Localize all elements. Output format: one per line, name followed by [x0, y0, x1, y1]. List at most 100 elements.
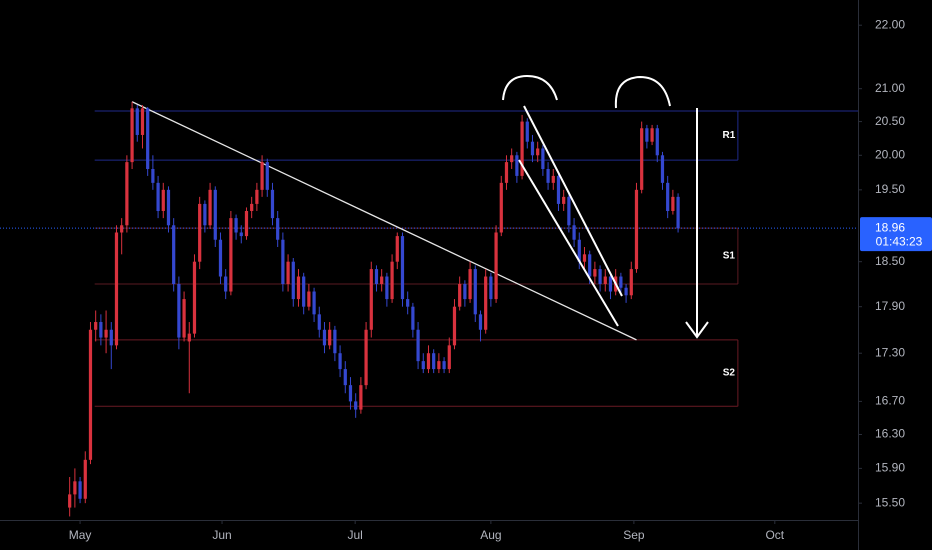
y-tick-label: 15.50: [875, 495, 905, 509]
candle-body: [364, 329, 368, 386]
zone-label: R1: [722, 130, 735, 141]
candle-body: [551, 175, 555, 183]
candle-body: [380, 276, 384, 285]
candle-body: [504, 162, 509, 183]
y-tick-label: 17.90: [875, 299, 905, 313]
x-tick-label: Jun: [212, 528, 231, 542]
candle-body: [494, 232, 498, 300]
candle-body: [125, 162, 129, 226]
candle-body: [135, 108, 139, 135]
candle-body: [302, 276, 306, 307]
candle-body: [296, 276, 301, 300]
candle-body: [99, 322, 103, 338]
arrow-head: [685, 321, 709, 339]
y-tick-label: 16.30: [875, 427, 905, 441]
candle-body: [385, 276, 389, 300]
candle-body: [239, 232, 243, 237]
candle-body: [666, 182, 670, 211]
y-tick-label: 20.50: [875, 114, 905, 128]
candle-body: [629, 269, 633, 296]
candle-body: [447, 345, 451, 370]
candle-body: [499, 182, 503, 233]
x-tick-label: Oct: [765, 528, 784, 542]
candle-body: [515, 155, 519, 176]
y-tick-label: 20.00: [875, 147, 905, 161]
candle-body: [541, 148, 545, 169]
candle-body: [338, 353, 342, 370]
candle-body: [213, 189, 217, 240]
candle-body: [598, 269, 602, 285]
candle-body: [265, 162, 269, 190]
candle-body: [146, 108, 150, 169]
zone-label: S1: [723, 251, 736, 262]
candle-body: [130, 108, 134, 163]
candle-body: [619, 276, 623, 288]
candle-body: [250, 203, 254, 211]
candle-body: [411, 306, 415, 330]
candle-body: [676, 196, 680, 229]
candle-body: [317, 314, 321, 330]
candle-body: [400, 236, 405, 300]
candle-body: [421, 361, 425, 370]
candle-body: [255, 189, 259, 204]
candle-body: [406, 299, 410, 307]
candle-body: [525, 121, 529, 142]
candle-body: [229, 218, 233, 292]
candle-body: [546, 169, 550, 183]
candle-body: [468, 269, 472, 300]
candle-body: [161, 189, 165, 211]
candle-body: [120, 225, 124, 233]
candle-body: [562, 196, 566, 204]
candle-body: [328, 329, 332, 346]
candle-body: [354, 401, 358, 410]
candle-body: [655, 128, 659, 156]
candle-body: [593, 269, 597, 277]
price-label: 18.96: [875, 220, 905, 234]
candle-body: [343, 369, 347, 386]
y-tick-label: 19.50: [875, 182, 905, 196]
x-tick-label: Jul: [347, 528, 362, 542]
candle-body: [390, 261, 394, 300]
candle-body: [432, 353, 436, 370]
candle-body: [198, 203, 202, 262]
candle-body: [437, 361, 441, 370]
channel-line: [523, 105, 623, 297]
candle-body: [73, 481, 77, 495]
candle-body: [83, 459, 87, 499]
candle-body: [187, 333, 191, 342]
candle-body: [88, 329, 93, 460]
candle-body: [624, 287, 628, 296]
y-tick-label: 15.90: [875, 461, 905, 475]
candle-body: [458, 284, 462, 307]
candle-body: [671, 196, 675, 211]
y-tick-label: 22.00: [875, 17, 905, 31]
candle-body: [588, 254, 592, 277]
candle-body: [536, 148, 540, 156]
candle-body: [640, 128, 644, 190]
candle-body: [608, 276, 613, 292]
x-tick-label: Aug: [480, 528, 501, 542]
candle-body: [276, 218, 280, 240]
hand-arc: [502, 74, 558, 101]
candle-body: [359, 385, 363, 410]
candle-body: [172, 225, 176, 285]
candle-body: [452, 306, 457, 346]
candle-body: [140, 108, 145, 135]
y-tick-label: 21.00: [875, 81, 905, 95]
candle-body: [177, 284, 181, 338]
candle-body: [234, 218, 238, 233]
candle-body: [463, 284, 467, 300]
candle-body: [333, 329, 337, 354]
candle-body: [567, 196, 571, 226]
y-tick-label: 17.30: [875, 345, 905, 359]
candle-body: [348, 385, 353, 402]
candle-body: [270, 189, 275, 219]
candle-body: [281, 239, 285, 285]
candle-body: [577, 239, 581, 262]
candle-body: [312, 291, 316, 315]
candle-body: [151, 169, 155, 183]
candle-body: [416, 329, 420, 362]
candle-body: [322, 329, 327, 346]
candle-body: [556, 175, 561, 204]
